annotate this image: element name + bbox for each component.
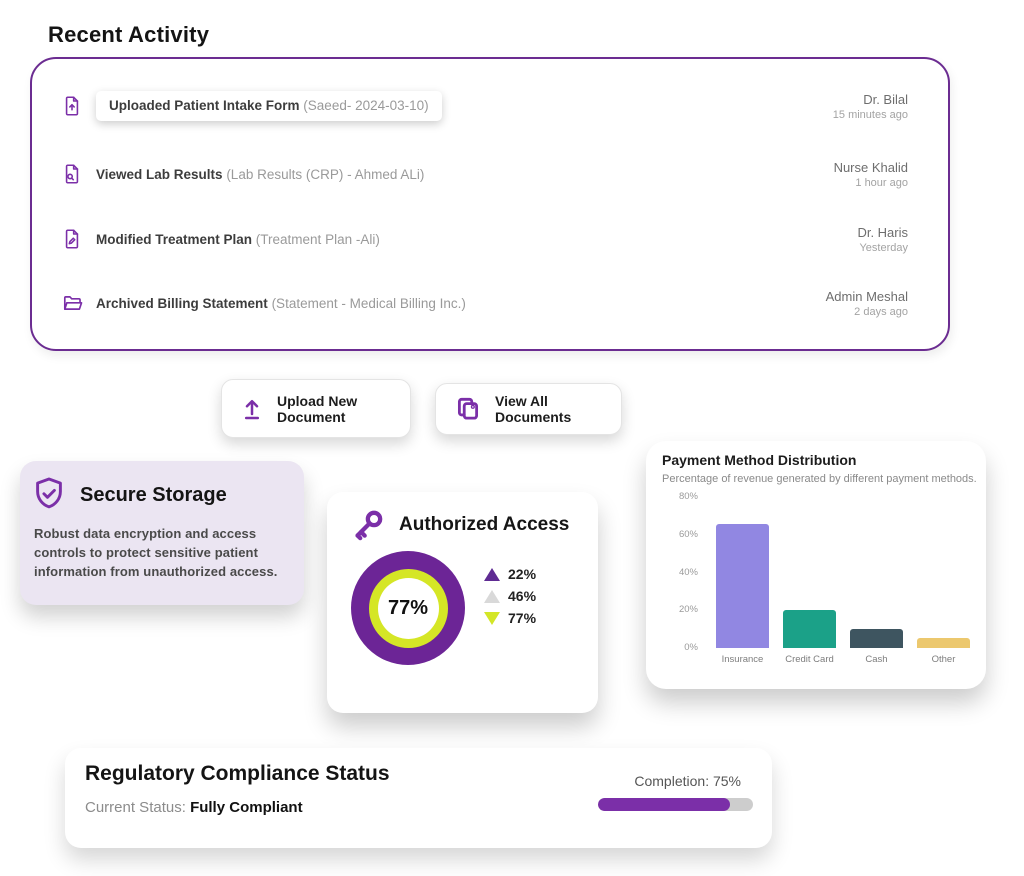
y-axis-labels: 80% 60% 40% 20% 0% [662, 491, 708, 653]
activity-row[interactable]: Modified Treatment Plan (Treatment Plan … [62, 222, 908, 256]
compliance-status-line: Current Status: Fully Compliant [85, 799, 303, 816]
file-upload-icon [62, 95, 82, 117]
activity-user: Nurse Khalid [833, 159, 908, 175]
y-tick-label: 40% [678, 566, 698, 578]
y-tick-label: 60% [678, 528, 698, 540]
activity-tooltip: Uploaded Patient Intake Form (Saeed- 202… [96, 91, 442, 121]
aa-legend-row-0: 22% [484, 564, 536, 584]
triangle-up-icon [484, 567, 500, 581]
key-icon [349, 506, 387, 544]
upload-button-label: Upload New Document [277, 392, 358, 425]
authorized-access-card: Authorized Access 77% 22% 46% 77% [327, 492, 598, 713]
activity-user: Dr. Haris [857, 224, 908, 240]
activity-user: Admin Meshal [825, 288, 908, 304]
activity-user: Dr. Bilal [863, 91, 908, 107]
activity-time: 15 minutes ago [832, 108, 908, 121]
bar-chart: 80% 60% 40% 20% 0% Insurance Credit Card Cash O… [662, 491, 974, 671]
access-legend: 22% 46% 77% [484, 564, 536, 630]
completion-label: Completion: 75% [634, 773, 741, 789]
aa-legend-row-1: 46% [484, 586, 536, 606]
documents-icon [454, 395, 482, 423]
payment-distribution-card: Payment Method Distribution Percentage o… [646, 441, 986, 689]
activity-action: Uploaded Patient Intake Form [109, 98, 300, 113]
folder-open-icon [62, 292, 83, 314]
shield-check-icon [30, 475, 68, 515]
completion-fill [598, 798, 730, 811]
bar-labels-row: Insurance Credit Card Cash Other [716, 654, 970, 665]
activity-row[interactable]: Uploaded Patient Intake Form (Saeed- 202… [62, 89, 908, 123]
file-search-icon [62, 163, 82, 185]
bar-other[interactable] [917, 638, 970, 648]
chart-title: Payment Method Distribution [662, 452, 857, 468]
view-all-documents-button[interactable]: View All Documents [435, 383, 622, 435]
upload-icon [240, 396, 264, 422]
y-tick-label: 80% [678, 491, 698, 502]
activity-detail: (Saeed- 2024-03-10) [303, 98, 429, 113]
activity-time: 2 days ago [854, 305, 908, 318]
activity-time: 1 hour ago [855, 176, 908, 189]
donut-inner-ring: 77% [368, 568, 448, 648]
triangle-down-icon [484, 611, 500, 625]
status-value: Fully Compliant [190, 799, 303, 816]
aa-legend-row-2: 77% [484, 608, 536, 628]
donut-center-value: 77% [387, 596, 429, 619]
bar-category-label: Other [931, 654, 956, 665]
bar-insurance[interactable] [716, 524, 769, 648]
bars-row [716, 496, 970, 648]
file-edit-icon [62, 228, 82, 250]
activity-action: Archived Billing Statement [96, 295, 268, 311]
activity-detail: (Lab Results (CRP) - Ahmed ALi) [226, 166, 425, 182]
bar-category-label: Insurance [721, 654, 764, 665]
recent-activity-panel: Uploaded Patient Intake Form (Saeed- 202… [30, 57, 950, 351]
activity-action: Viewed Lab Results [96, 166, 223, 182]
secure-storage-card: Secure Storage Robust data encryption an… [20, 461, 304, 605]
bar-category-label: Credit Card [785, 654, 834, 665]
secure-storage-title: Secure Storage [80, 483, 227, 506]
upload-new-document-button[interactable]: Upload New Document [221, 379, 411, 438]
view-all-button-label: View All Documents [495, 393, 572, 425]
authorized-access-title: Authorized Access [399, 514, 570, 535]
activity-detail: (Statement - Medical Billing Inc.) [271, 295, 466, 311]
y-tick-label: 0% [684, 642, 698, 653]
activity-action: Modified Treatment Plan [96, 231, 253, 247]
chart-subtitle: Percentage of revenue generated by diffe… [662, 473, 977, 485]
secure-storage-description: Robust data encryption and access contro… [34, 526, 278, 579]
activity-row[interactable]: Viewed Lab Results (Lab Results (CRP) - … [62, 157, 908, 191]
bar-credit-card[interactable] [783, 610, 836, 648]
bar-category-label: Cash [865, 654, 888, 665]
bar-cash[interactable] [850, 629, 903, 648]
page-title: Recent Activity [48, 22, 210, 47]
activity-time: Yesterday [859, 241, 908, 254]
donut-center: 77% [377, 577, 439, 639]
compliance-title: Regulatory Compliance Status [85, 762, 390, 785]
status-label: Current Status: [85, 799, 186, 816]
access-donut-chart: 77% [351, 551, 465, 665]
compliance-card: Regulatory Compliance Status Current Sta… [65, 748, 772, 848]
completion-progress-bar [598, 798, 753, 811]
activity-row[interactable]: Archived Billing Statement (Statement - … [62, 286, 908, 320]
triangle-up-icon [484, 589, 500, 603]
y-tick-label: 20% [678, 604, 698, 616]
activity-detail: (Treatment Plan -Ali) [255, 231, 380, 247]
